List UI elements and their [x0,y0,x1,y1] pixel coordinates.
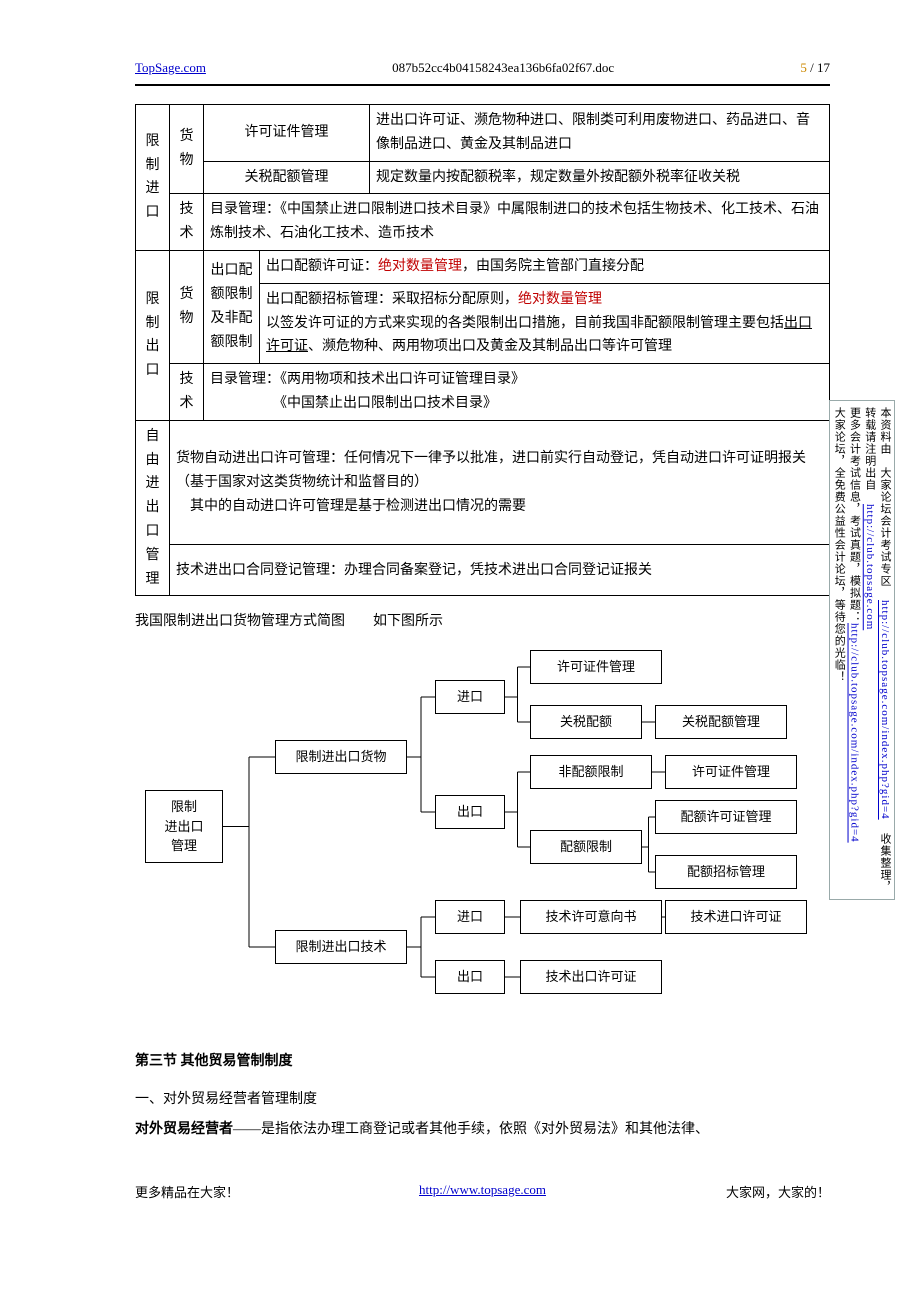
sidebar-link-2[interactable]: http://club.topsage.com [864,504,876,630]
cell-goods-2: 货物 [170,250,204,363]
section-para: 对外贸易经营者——是指依法办理工商登记或者其他手续，依照《对外贸易法》和其他法律… [135,1118,830,1142]
flow-node-tech_in: 技术进口许可证 [665,900,807,934]
section-title: 第三节 其他贸易管制制度 [135,1050,830,1070]
flow-node-tariff: 关税配额 [530,705,642,739]
flow-node-permit2: 许可证件管理 [665,755,797,789]
cell-tech-text-1: 目录管理：《中国禁止进口限制进口技术目录》中属限制进口的技术包括生物技术、化工技… [204,194,830,251]
cell-export-col-label: 出口配额限制及非配额限制 [204,250,260,363]
sidebar-link-3[interactable]: http://club.topsage.com/index.php?gid=4 [849,623,861,843]
cell-export-lines23: 出口配额招标管理：采取招标分配原则，绝对数量管理 以签发许可证的方式来实现的各类… [260,283,830,363]
flow-node-tech: 限制进出口技术 [275,930,407,964]
flow-node-goods: 限制进出口货物 [275,740,407,774]
cell-export-line1: 出口配额许可证：绝对数量管理，由国务院主管部门直接分配 [260,250,830,283]
flow-node-nonquota: 非配额限制 [530,755,652,789]
cell-free-tech: 技术进出口合同登记管理：办理合同备案登记，凭技术进出口合同登记证报关 [170,545,830,596]
sidebar-col-2: 转载请注明出自 http://club.topsage.com [862,407,876,893]
sidebar-col-3: 更多会计考试信息，考试真题，模拟题：http://club.topsage.co… [847,407,861,893]
cell-free-goods: 货物自动进出口许可管理：任何情况下一律予以批准，进口前实行自动登记，凭自动进口许… [170,420,830,545]
footer-left: 更多精品在大家！ [135,1182,239,1201]
cell-permit-label: 许可证件管理 [204,105,370,162]
cell-limit-export: 限制出口 [136,250,170,420]
cell-permit-text: 进出口许可证、濒危物种进口、限制类可利用废物进口、药品进口、音像制品进口、黄金及… [370,105,830,162]
flow-node-g_out: 出口 [435,795,505,829]
page-number: 5 / 17 [800,60,830,76]
cell-tech-2: 技术 [170,364,204,421]
footer-link[interactable]: http://www.topsage.com [419,1182,546,1201]
sidebar-link-1[interactable]: http://club.topsage.com/index.php?gid=4 [879,600,891,820]
flow-node-permit: 许可证件管理 [530,650,662,684]
footer-right: 大家网，大家的！ [726,1182,830,1201]
page-footer: 更多精品在大家！ http://www.topsage.com 大家网，大家的！ [135,1182,830,1201]
flow-node-root: 限制 进出口 管理 [145,790,223,863]
header-site-link[interactable]: TopSage.com [135,60,206,76]
flow-node-g_in: 进口 [435,680,505,714]
flow-node-intent: 技术许可意向书 [520,900,662,934]
flow-node-tech_out: 技术出口许可证 [520,960,662,994]
cell-free-mgmt: 自由进出口管理 [136,420,170,596]
flow-node-quota: 配额限制 [530,830,642,864]
cell-limit-import: 限制进口 [136,105,170,251]
section-subhead: 一、对外贸易经营者管理制度 [135,1088,830,1108]
header-docname: 087b52cc4b04158243ea136b6fa02f67.doc [392,60,614,76]
flow-node-t_out: 出口 [435,960,505,994]
cell-quota-text: 规定数量内按配额税率，规定数量外按配额外税率征收关税 [370,161,830,194]
flow-node-quota_p: 配额许可证管理 [655,800,797,834]
cell-quota-label: 关税配额管理 [204,161,370,194]
header-rule [135,84,830,86]
sidebar-credit-box: 本资料由 大家论坛会计考试专区 http://club.topsage.com/… [829,400,895,900]
flowchart: 限制 进出口 管理限制进出口货物限制进出口技术进口出口进口出口许可证件管理关税配… [145,640,805,1020]
sidebar-col-1: 本资料由 大家论坛会计考试专区 http://club.topsage.com/… [878,407,892,893]
flow-node-quota_b: 配额招标管理 [655,855,797,889]
cell-tech-text-2: 目录管理：《两用物项和技术出口许可证管理目录》 《中国禁止出口限制出口技术目录》 [204,364,830,421]
main-table: 限制进口 货物 许可证件管理 进出口许可证、濒危物种进口、限制类可利用废物进口、… [135,104,830,596]
cell-tech-1: 技术 [170,194,204,251]
page-header: TopSage.com 087b52cc4b04158243ea136b6fa0… [135,60,830,76]
flow-node-tariff_m: 关税配额管理 [655,705,787,739]
flow-node-t_in: 进口 [435,900,505,934]
flow-caption: 我国限制进出口货物管理方式简图 如下图所示 [135,610,830,630]
sidebar-col-4: 大家论坛，全免费公益性会计论坛，等待您的光临！ [832,407,846,893]
cell-goods-1: 货物 [170,105,204,194]
